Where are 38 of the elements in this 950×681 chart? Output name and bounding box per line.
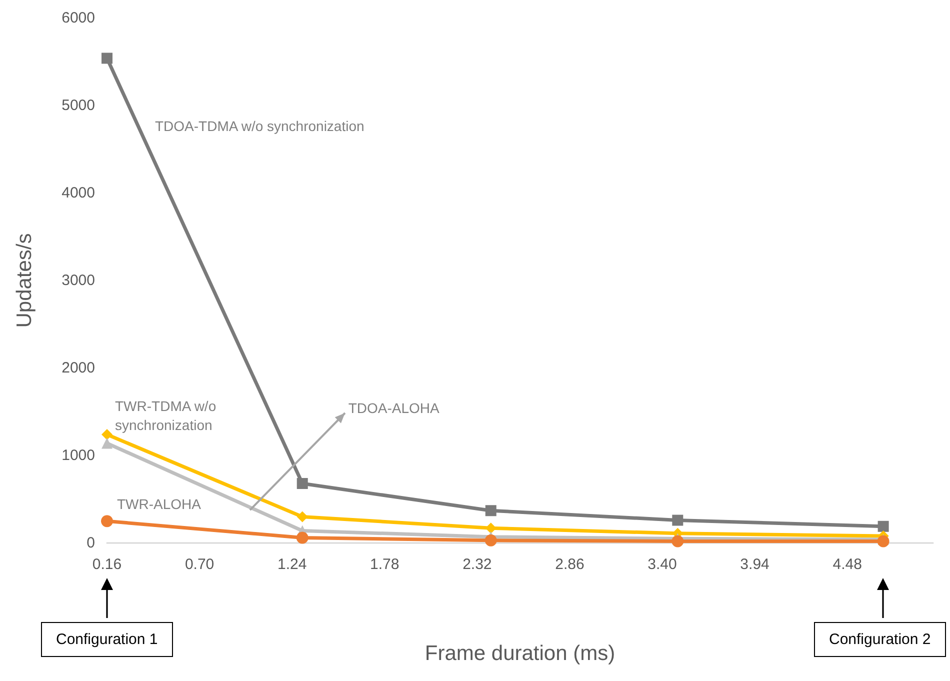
y-tick-label: 0 xyxy=(86,534,95,552)
point xyxy=(102,52,112,64)
point xyxy=(296,532,308,544)
y-tick-label: 6000 xyxy=(62,10,95,26)
series-label: TWR-TDMA w/o synchronization xyxy=(115,396,218,434)
x-tick-label: 2.32 xyxy=(462,556,492,573)
y-tick-label: 3000 xyxy=(62,272,95,289)
x-tick-label: 4.48 xyxy=(832,556,862,573)
text: TDOA-ALOHA xyxy=(348,398,440,418)
point xyxy=(296,511,308,522)
point xyxy=(672,514,684,526)
x-tick-label: 0.70 xyxy=(184,556,214,573)
point xyxy=(672,535,684,548)
series-label: TWR-ALOHA xyxy=(117,495,201,514)
point xyxy=(102,438,112,449)
x-tick-label: 3.94 xyxy=(740,556,770,573)
y-tick-label: 4000 xyxy=(62,184,95,202)
point xyxy=(296,478,308,489)
x-tick-label: 2.86 xyxy=(555,556,584,573)
x-tick-label: 1.24 xyxy=(277,556,307,573)
series-label: TDOA-TDMA w/o synchronization xyxy=(155,117,364,136)
y-tick-label: 5000 xyxy=(62,97,95,114)
point xyxy=(485,505,496,516)
text: Configuration 2 xyxy=(814,622,946,657)
point xyxy=(102,429,112,440)
text: Configuration 1 xyxy=(41,622,173,657)
point xyxy=(878,520,889,532)
point xyxy=(484,534,497,546)
y-tick-label: 2000 xyxy=(62,360,95,376)
x-tick-label: 3.40 xyxy=(648,556,677,573)
x-tick-label: 0.16 xyxy=(92,556,122,573)
point xyxy=(877,535,890,548)
point xyxy=(485,522,496,534)
y-axis-title: Updates/s xyxy=(13,233,36,328)
x-tick-label: 1.78 xyxy=(370,556,400,573)
y-tick-label: 1000 xyxy=(62,447,95,464)
x-axis-title: Frame duration (ms) xyxy=(424,642,616,665)
point xyxy=(101,515,113,528)
